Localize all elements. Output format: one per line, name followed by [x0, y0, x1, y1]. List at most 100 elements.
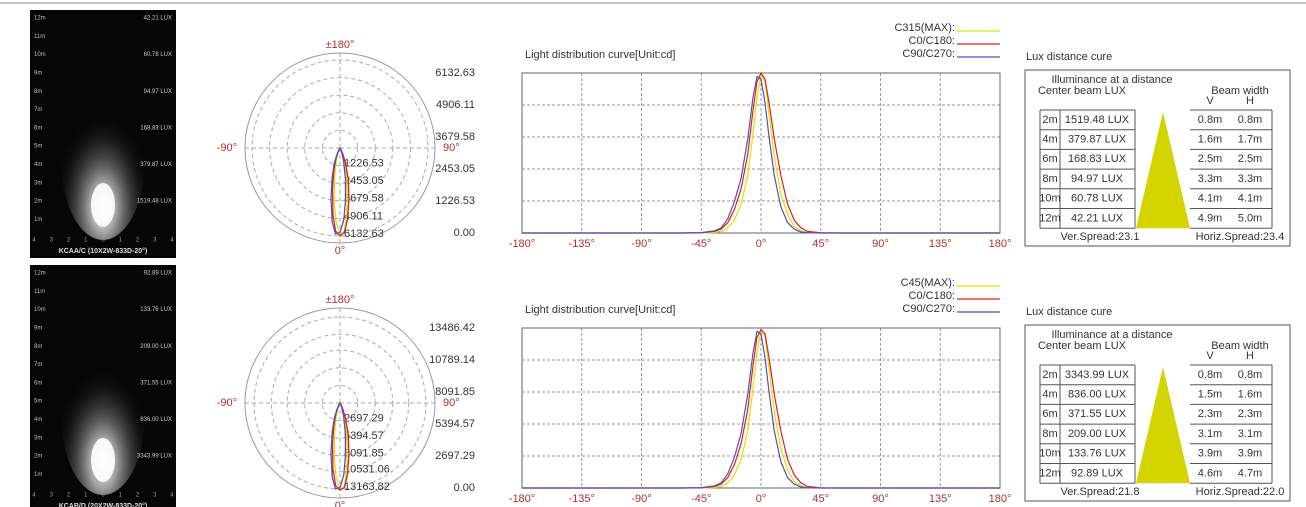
photo-axis-label: 2: [67, 493, 71, 499]
distance-label: 12m: [34, 271, 46, 277]
polar-r-label: 2697.29: [344, 413, 384, 425]
beam-width-v: 1.5m: [1198, 388, 1222, 400]
x-tick-label: 135°: [929, 493, 952, 505]
distance-label: 10m: [34, 52, 46, 58]
x-tick-label: 45°: [812, 238, 829, 250]
distance-label: 8m: [34, 89, 42, 95]
y-tick-label: 2453.05: [435, 163, 475, 175]
distance-label: 6m: [34, 125, 42, 131]
x-tick-label: 135°: [929, 238, 952, 250]
beam-width-h: 1.7m: [1238, 133, 1262, 145]
lux-label: 92.89 LUX: [144, 271, 172, 277]
y-tick-label: 6132.63: [435, 67, 475, 79]
photo-axis-label: 2: [136, 238, 140, 244]
hor-spread: Horiz.Spread:23.4: [1196, 231, 1285, 243]
lux-distance: 12m: [1039, 212, 1060, 224]
legend-label: C0/C180:: [909, 290, 955, 302]
lux-value: 371.55 LUX: [1068, 408, 1127, 420]
chart-title: Light distribution curve[Unit:cd]: [525, 49, 675, 61]
polar-angle-label: 90°: [443, 397, 460, 409]
beam-width-v: 2.3m: [1198, 408, 1222, 420]
photo-axis-label: 0: [101, 238, 105, 244]
beam-width-h: 0.8m: [1238, 369, 1262, 381]
lux-width-label: Beam width: [1211, 340, 1268, 352]
x-tick-label: 180°: [989, 238, 1012, 250]
photo-axis-label: 2: [67, 238, 71, 244]
beam-width-h: 1.6m: [1238, 388, 1262, 400]
beam-triangle: [1136, 367, 1190, 484]
y-tick-label: 0.00: [454, 227, 475, 239]
photo-axis-label: 0: [101, 493, 105, 499]
beam-core: [91, 438, 115, 482]
polar-r-label: 3679.58: [344, 193, 384, 205]
beam-width-v: 4.1m: [1198, 193, 1222, 205]
beam-core: [91, 183, 115, 227]
polar-r-label: 4906.11: [344, 210, 383, 222]
distance-label: 2m: [34, 454, 42, 460]
lux-label: 60.78 LUX: [144, 52, 172, 58]
lux-distance: 8m: [1042, 428, 1057, 440]
polar-angle-label: 90°: [443, 142, 460, 154]
distance-label: 11m: [34, 289, 45, 295]
chart-title: Light distribution curve[Unit:cd]: [525, 304, 675, 316]
lux-value: 133.76 LUX: [1068, 448, 1127, 460]
legend-label: C90/C270:: [902, 48, 955, 60]
lux-box: [1024, 69, 1291, 247]
beam-width-v: 4.6m: [1198, 467, 1222, 479]
lux-header: Illuminance at a distance: [1051, 74, 1172, 86]
distance-label: 4m: [34, 162, 42, 168]
lux-value: 60.78 LUX: [1071, 193, 1124, 205]
beam-width-v: 0.8m: [1198, 369, 1222, 381]
polar-r-label: 2453.05: [344, 175, 384, 187]
distance-label: 1m: [34, 217, 42, 223]
line-series: [522, 328, 1000, 489]
x-tick-label: -90°: [631, 493, 651, 505]
polar-r-label: 5394.57: [344, 430, 384, 442]
photo-axis-label: 1: [119, 238, 123, 244]
beam-width-h: 2.5m: [1238, 153, 1262, 165]
lux-distance: 10m: [1039, 448, 1060, 460]
x-tick-label: -180°: [509, 493, 535, 505]
lux-distance: 2m: [1042, 369, 1057, 381]
photo-axis-label: 4: [32, 238, 36, 244]
photo-axis-label: 4: [32, 493, 36, 499]
photo-axis-label: 4: [170, 238, 174, 244]
x-tick-label: 180°: [989, 493, 1012, 505]
distance-label: 7m: [34, 362, 42, 368]
beam-triangle: [1136, 112, 1190, 229]
polar-angle-label: 0°: [335, 245, 346, 257]
photo-caption: KCAB/D (20X2W-833D-20°): [59, 502, 148, 507]
distance-label: 10m: [34, 307, 46, 313]
hor-spread: Horiz.Spread:22.0: [1196, 486, 1285, 498]
polar-r-label: 10531.06: [344, 464, 390, 476]
lux-label: 94.97 LUX: [144, 89, 172, 95]
lux-value: 209.00 LUX: [1068, 428, 1127, 440]
polar-angle-label: ±180°: [326, 294, 355, 306]
x-tick-label: -180°: [509, 238, 535, 250]
plot-frame: [521, 327, 1001, 489]
y-tick-label: 4906.11: [436, 99, 475, 111]
lux-value: 1519.48 LUX: [1065, 114, 1130, 126]
beam-glow: [61, 80, 145, 240]
y-tick-label: 0.00: [454, 482, 475, 494]
lux-value: 42.21 LUX: [1071, 212, 1124, 224]
lux-title: Lux distance cure: [1026, 51, 1112, 63]
photo-axis-label: 3: [153, 493, 157, 499]
lux-label: 209.00 LUX: [140, 344, 172, 350]
lux-value: 92.89 LUX: [1071, 467, 1124, 479]
y-tick-label: 2697.29: [435, 450, 475, 462]
beam-width-h: 3.3m: [1238, 173, 1262, 185]
legend-label: C0/C180:: [909, 35, 955, 47]
lux-box: [1024, 324, 1291, 502]
polar-r-label: 13163.82: [344, 481, 390, 493]
x-tick-label: 0°: [756, 493, 767, 505]
lux-distance: 2m: [1042, 114, 1057, 126]
beam-width-h: 3.9m: [1238, 448, 1262, 460]
beam-width-h: 0.8m: [1238, 114, 1262, 126]
y-tick-label: 1226.53: [435, 195, 475, 207]
y-tick-label: 8091.85: [435, 386, 475, 398]
polar-curve: [330, 402, 347, 490]
distance-label: 3m: [34, 435, 42, 441]
